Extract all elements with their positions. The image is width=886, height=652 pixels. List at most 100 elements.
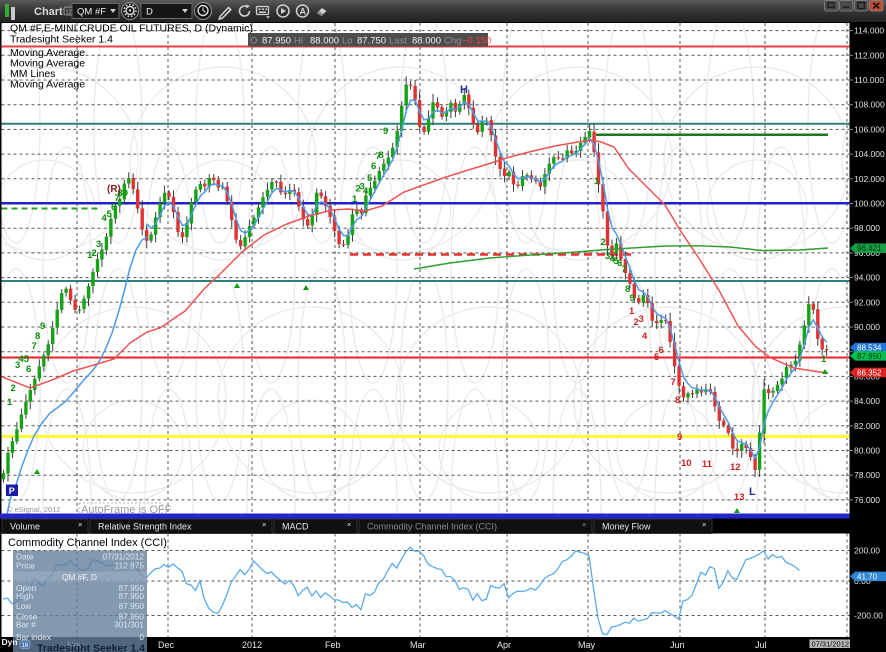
svg-text:Price: Price [16, 561, 35, 571]
svg-text:87.950: 87.950 [857, 352, 882, 361]
svg-text:Hi: Hi [294, 36, 303, 47]
svg-text:Tradesight Seeker 1.4: Tradesight Seeker 1.4 [10, 34, 113, 46]
svg-text:×: × [582, 520, 586, 529]
svg-text:Date: Date [16, 551, 34, 561]
svg-text:104.000: 104.000 [854, 149, 885, 159]
svg-text:MM Lines: MM Lines [10, 68, 56, 80]
svg-text:88.000: 88.000 [310, 36, 339, 47]
svg-text:90.000: 90.000 [854, 322, 880, 332]
svg-text:5: 5 [367, 173, 373, 184]
svg-text:7: 7 [32, 341, 37, 352]
svg-text:9: 9 [677, 432, 682, 443]
svg-text:07/31/2012: 07/31/2012 [102, 551, 144, 561]
svg-text:6: 6 [659, 345, 664, 356]
svg-text:3: 3 [360, 182, 365, 193]
svg-text:Bar index: Bar index [16, 632, 52, 642]
svg-text:112.000: 112.000 [854, 50, 884, 60]
svg-text:A: A [300, 7, 307, 17]
svg-text:5: 5 [654, 352, 660, 363]
svg-text:94.000: 94.000 [854, 273, 880, 283]
svg-text:Moving Average: Moving Average [10, 58, 85, 70]
svg-text:6: 6 [617, 258, 622, 269]
svg-text:×: × [78, 520, 82, 529]
svg-text:114.000: 114.000 [854, 26, 884, 36]
svg-text:2: 2 [601, 237, 606, 248]
svg-text:87.750: 87.750 [357, 36, 386, 47]
svg-text:QM #F,E-MINI CRUDE OIL FUTURES: QM #F,E-MINI CRUDE OIL FUTURES, D (Dynam… [10, 23, 253, 35]
svg-text:1: 1 [594, 176, 600, 187]
svg-text:88.000: 88.000 [412, 36, 441, 47]
svg-text:9: 9 [630, 293, 635, 304]
svg-text:1: 1 [87, 250, 93, 261]
svg-text:7: 7 [115, 193, 120, 204]
svg-text:3: 3 [15, 360, 20, 371]
svg-text:0: 0 [139, 632, 144, 642]
svg-text:Last: Last [389, 36, 407, 47]
svg-text:Apr: Apr [497, 640, 511, 650]
svg-text:Open: Open [16, 583, 37, 593]
svg-text:Commodity Channel Index (CCI): Commodity Channel Index (CCI) [367, 522, 497, 532]
svg-text:Money Flow: Money Flow [602, 522, 651, 532]
svg-text:Jun: Jun [670, 640, 685, 650]
svg-text:41.70: 41.70 [857, 572, 878, 581]
svg-text:2: 2 [92, 248, 97, 259]
svg-text:QM #F, D: QM #F, D [62, 572, 97, 582]
svg-text:7: 7 [671, 377, 676, 388]
svg-text:Feb: Feb [325, 640, 341, 650]
svg-text:8: 8 [625, 284, 630, 295]
svg-text:D: D [146, 7, 153, 18]
svg-text:1: 1 [821, 354, 827, 365]
svg-text:82.000: 82.000 [854, 421, 880, 431]
svg-text:98.000: 98.000 [854, 223, 880, 233]
svg-text:2: 2 [11, 383, 16, 394]
svg-text:H: H [460, 84, 468, 96]
svg-text:96.421: 96.421 [857, 244, 882, 253]
svg-text:100.000: 100.000 [854, 199, 885, 209]
svg-text:6: 6 [26, 364, 31, 375]
svg-text:9: 9 [40, 321, 45, 332]
svg-text:AutoFrame is OFF: AutoFrame is OFF [81, 504, 172, 516]
svg-text:301/301: 301/301 [114, 619, 144, 629]
svg-text:45: 45 [19, 354, 30, 365]
svg-text:9: 9 [383, 126, 388, 137]
svg-text:4: 4 [642, 331, 648, 342]
svg-text:4: 4 [610, 254, 616, 265]
svg-text:3: 3 [96, 239, 101, 250]
svg-text:16: 16 [22, 643, 29, 649]
svg-text:QM #F: QM #F [77, 7, 106, 18]
svg-text:Dec: Dec [158, 640, 175, 650]
svg-text:88.534: 88.534 [857, 344, 882, 353]
svg-text:Moving Average: Moving Average [10, 47, 85, 59]
svg-text:4: 4 [363, 186, 369, 197]
svg-text:8: 8 [379, 150, 384, 161]
svg-text:87.950: 87.950 [262, 36, 291, 47]
svg-text:108.000: 108.000 [854, 100, 885, 110]
svg-text:5: 5 [614, 256, 620, 267]
svg-text:102.000: 102.000 [854, 174, 885, 184]
svg-text:×: × [702, 520, 706, 529]
svg-text:7: 7 [376, 151, 381, 162]
svg-text:1: 1 [352, 194, 358, 205]
svg-text:8: 8 [35, 331, 40, 342]
svg-text:8: 8 [675, 395, 680, 406]
svg-text:92.000: 92.000 [854, 297, 880, 307]
svg-text:112.875: 112.875 [115, 561, 145, 571]
svg-text:106.000: 106.000 [854, 124, 885, 134]
svg-text:3: 3 [605, 251, 610, 262]
svg-text:110.000: 110.000 [854, 75, 884, 85]
svg-text:1: 1 [7, 397, 13, 408]
svg-text:4: 4 [102, 213, 108, 224]
svg-text:78.000: 78.000 [854, 470, 880, 480]
svg-text:6: 6 [111, 202, 116, 213]
svg-text:200.00: 200.00 [854, 546, 880, 556]
svg-text:O: O [250, 36, 257, 47]
svg-text:-200.00: -200.00 [854, 611, 883, 621]
svg-text:(R): (R) [107, 184, 121, 195]
svg-text:10: 10 [681, 458, 692, 469]
svg-text:Chg: Chg [444, 36, 461, 47]
svg-text:© eSignal, 2012: © eSignal, 2012 [7, 505, 60, 514]
svg-text:×: × [262, 520, 266, 529]
svg-text:Close: Close [16, 611, 38, 621]
svg-text:Relative Strength Index: Relative Strength Index [98, 522, 192, 532]
svg-text:6: 6 [371, 161, 376, 172]
